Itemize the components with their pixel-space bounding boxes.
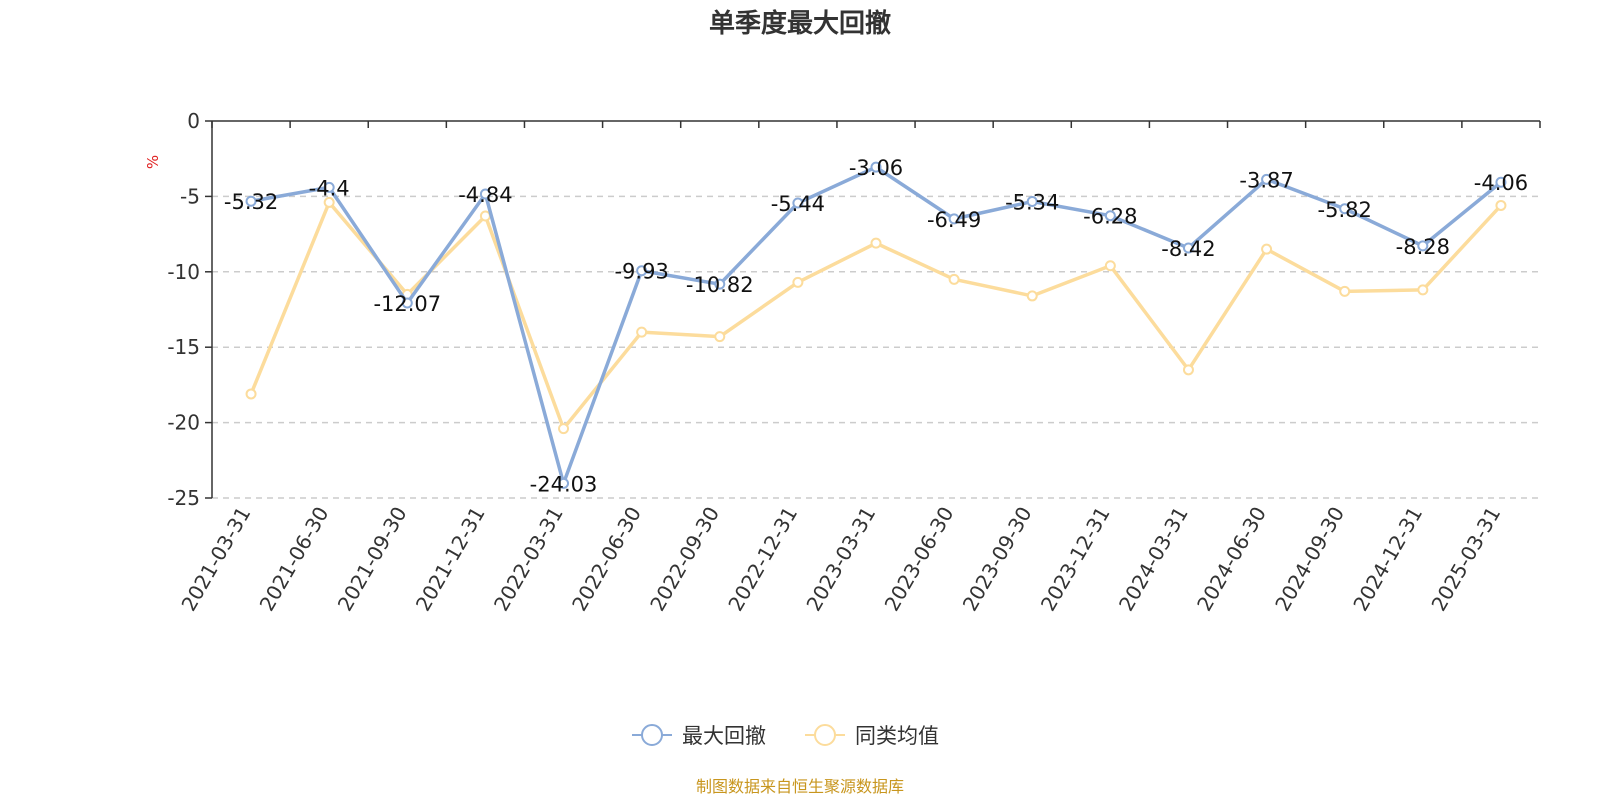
x-tick-label: 2022-03-31 [489,503,568,616]
data-label: -9.93 [614,260,668,284]
y-tick-label: -20 [167,411,200,435]
series-line-0 [250,165,1503,486]
data-label: -24.03 [530,472,598,496]
data-point[interactable] [1182,242,1194,254]
legend-item-0[interactable]: 最大回撤 [632,724,766,748]
data-point[interactable] [636,265,648,277]
data-point[interactable] [1026,290,1038,302]
data-point[interactable] [1104,210,1116,222]
y-tick-label: -25 [167,486,200,510]
data-point[interactable] [714,278,726,290]
x-tick-label: 2025-03-31 [1426,503,1505,616]
data-point[interactable] [245,195,257,207]
data-point[interactable] [1495,199,1507,211]
source-note: 制图数据来自恒生聚源数据库 [696,777,904,796]
data-label: -5.82 [1318,198,1372,222]
data-point[interactable] [870,161,882,173]
legend-item-1[interactable]: 同类均值 [805,724,939,748]
data-point[interactable] [1339,203,1351,215]
x-tick-label: 2022-06-30 [567,503,646,616]
series-layer [245,161,1507,489]
data-point[interactable] [558,423,570,435]
data-point[interactable] [1339,285,1351,297]
data-point[interactable] [323,181,335,193]
data-point[interactable] [948,213,960,225]
data-point[interactable] [1026,196,1038,208]
data-label: -8.42 [1161,237,1215,261]
data-point[interactable] [1495,176,1507,188]
data-label: -6.49 [927,208,981,232]
y-tick-label: -5 [180,184,200,208]
data-point[interactable] [636,326,648,338]
x-tick-label: 2021-03-31 [176,503,255,616]
grid-lines [212,195,1540,499]
legend[interactable]: 最大回撤 同类均值 [632,724,939,748]
data-label: -8.28 [1396,235,1450,259]
data-point[interactable] [1261,173,1273,185]
data-labels: -5.32 -4.4 -12.07 -4.84 -24.03 -9.93 -10.82 -5.… [224,156,1528,496]
x-tick-label: 2024-06-30 [1192,503,1271,616]
data-point[interactable] [714,331,726,343]
x-tick-label: 2024-12-31 [1348,503,1427,616]
legend-marker [814,724,836,746]
data-point[interactable] [401,297,413,309]
x-tick-label: 2021-12-31 [411,502,490,615]
legend-label: 最大回撤 [682,724,766,748]
x-tick-label: 2021-06-30 [255,503,334,616]
data-label: -5.34 [1005,191,1059,215]
x-tick-label: 2024-09-30 [1270,503,1349,616]
data-label: -3.06 [849,156,903,180]
data-label: -5.32 [224,190,278,214]
data-label: -4.06 [1474,171,1528,195]
x-tick-label: 2023-09-30 [958,503,1037,616]
data-point[interactable] [558,477,570,489]
data-point[interactable] [792,197,804,209]
data-point[interactable] [323,196,335,208]
x-tick-label: 2024-03-31 [1114,503,1193,616]
x-tick-label: 2023-06-30 [880,503,959,616]
data-point[interactable] [1104,260,1116,272]
y-axis-unit: % [144,155,162,169]
legend-label: 同类均值 [855,724,939,748]
data-point[interactable] [479,188,491,200]
data-point[interactable] [1182,364,1194,376]
chart-title: 单季度最大回撤 [709,8,891,39]
y-tick-label: -15 [167,335,200,359]
data-label: -10.82 [686,273,754,297]
x-tick-label: 2023-12-31 [1036,503,1115,616]
y-tick-label: 0 [187,109,200,133]
data-label: -3.87 [1239,168,1293,192]
x-tick-label: 2021-09-30 [333,503,412,616]
x-tick-label: 2022-09-30 [645,503,724,616]
data-label: -6.28 [1083,205,1137,229]
data-point[interactable] [1261,243,1273,255]
data-point[interactable] [1417,240,1429,252]
data-point[interactable] [870,237,882,249]
data-point[interactable] [792,276,804,288]
data-label: -4.4 [309,176,350,200]
data-label: -12.07 [373,292,441,316]
x-tick-label: 2022-12-31 [723,503,802,616]
data-point[interactable] [479,210,491,222]
y-tick-label: -10 [167,260,200,284]
data-point[interactable] [1417,284,1429,296]
x-tick-label: 2023-03-31 [801,503,880,616]
data-point[interactable] [948,273,960,285]
data-label: -5.44 [771,192,825,216]
data-point[interactable] [245,388,257,400]
legend-marker [641,724,663,746]
data-label: -4.84 [458,183,512,207]
